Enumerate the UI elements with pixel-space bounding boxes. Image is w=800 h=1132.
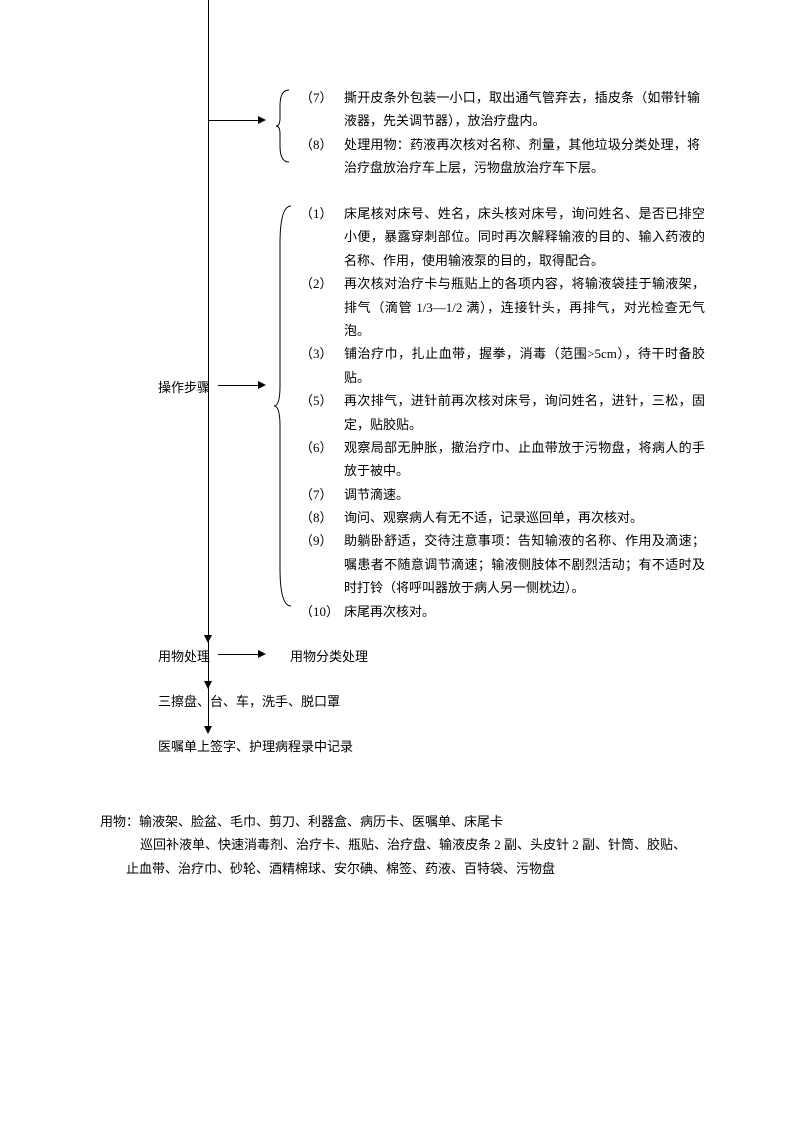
- arrow-line-step3: [218, 654, 258, 655]
- group2-block: （1）床尾核对床号、姓名，床头核对床号，询问姓名、是否已排空小便，暴露穿刺部位。…: [300, 202, 705, 623]
- group2-item: （6）观察局部无肿胀，撤治疗巾、止血带放于污物盘，将病人的手放于被中。: [300, 436, 705, 483]
- item-number: （3）: [300, 342, 344, 389]
- supplies-line3: 止血带、治疗巾、砂轮、酒精棉球、安尔碘、棉签、药液、百特袋、污物盘: [126, 861, 555, 876]
- item-number: （9）: [300, 529, 344, 599]
- group2-item: （9）助躺卧舒适，交待注意事项：告知输液的名称、作用及滴速；嘱患者不随意调节滴速…: [300, 529, 705, 599]
- item-text: 处理用物：药液再次核对名称、剂量，其他垃圾分类处理，将治疗盘放治疗车上层，污物盘…: [344, 133, 700, 180]
- item-number: （8）: [300, 133, 344, 180]
- item-text: 再次排气，进针前再次核对床号，询问姓名，进针，三松，固定，贴胶贴。: [344, 389, 705, 436]
- item-number: （7）: [300, 86, 344, 133]
- item-number: （1）: [300, 202, 344, 272]
- arrow-line-group1: [208, 120, 258, 121]
- group2-item: （8）询问、观察病人有无不适，记录巡回单，再次核对。: [300, 506, 705, 529]
- item-text: 撕开皮条外包装一小口，取出通气管弃去，插皮条（如带针输液器，先关调节器），放治疗…: [344, 86, 700, 133]
- item-text: 询问、观察病人有无不适，记录巡回单，再次核对。: [344, 506, 705, 529]
- brace-group1: [275, 88, 293, 164]
- group2-item: （10）床尾再次核对。: [300, 600, 705, 623]
- group2-item: （7）调节滴速。: [300, 483, 705, 506]
- item-text: 助躺卧舒适，交待注意事项：告知输液的名称、作用及滴速；嘱患者不随意调节滴速；输液…: [344, 529, 705, 599]
- group2-label: 操作步骤: [158, 376, 210, 399]
- step3-label: 用物处理: [158, 645, 210, 668]
- item-text: 调节滴速。: [344, 483, 705, 506]
- item-text: 再次核对治疗卡与瓶贴上的各项内容，将输液袋挂于输液架，排气（滴管 1/3—1/2…: [344, 272, 705, 342]
- arrow-line-group2: [218, 385, 258, 386]
- group2-item: （3）铺治疗巾，扎止血带，握拳，消毒（范围>5cm），待干时备胶贴。: [300, 342, 705, 389]
- supplies-line2: 巡回补液单、快速消毒剂、治疗卡、瓶贴、治疗盘、输液皮条 2 副、头皮针 2 副、…: [140, 837, 686, 852]
- item-number: （5）: [300, 389, 344, 436]
- item-number: （10）: [300, 600, 344, 623]
- supplies-line1: 输液架、脸盆、毛巾、剪刀、利器盒、病历卡、医嘱单、床尾卡: [139, 814, 503, 829]
- arrow-head-group2: [258, 381, 266, 389]
- group1-item: （7） 撕开皮条外包装一小口，取出通气管弃去，插皮条（如带针输液器，先关调节器）…: [300, 86, 700, 133]
- item-text: 铺治疗巾，扎止血带，握拳，消毒（范围>5cm），待干时备胶贴。: [344, 342, 705, 389]
- step3-text: 用物分类处理: [290, 645, 368, 668]
- item-text: 观察局部无肿胀，撤治疗巾、止血带放于污物盘，将病人的手放于被中。: [344, 436, 705, 483]
- arrow-down-step4: [204, 681, 212, 689]
- item-number: （6）: [300, 436, 344, 483]
- group2-item: （5）再次排气，进针前再次核对床号，询问姓名，进针，三松，固定，贴胶贴。: [300, 389, 705, 436]
- arrow-down-step3: [204, 635, 212, 643]
- arrow-head-group1: [258, 116, 266, 124]
- arrow-head-step3: [258, 650, 266, 658]
- flowchart-page: （7） 撕开皮条外包装一小口，取出通气管弃去，插皮条（如带针输液器，先关调节器）…: [0, 0, 800, 1132]
- group1-item: （8） 处理用物：药液再次核对名称、剂量，其他垃圾分类处理，将治疗盘放治疗车上层…: [300, 133, 700, 180]
- trunk-line: [208, 0, 209, 725]
- arrow-down-step5: [204, 726, 212, 734]
- item-number: （8）: [300, 506, 344, 529]
- item-number: （7）: [300, 483, 344, 506]
- brace-group2: [273, 204, 295, 608]
- item-text: 床尾核对床号、姓名，床头核对床号，询问姓名、是否已排空小便，暴露穿刺部位。同时再…: [344, 202, 705, 272]
- item-number: （2）: [300, 272, 344, 342]
- supplies-label: 用物：: [100, 814, 139, 829]
- step4-text: 三擦盘、台、车，洗手、脱口罩: [158, 690, 340, 713]
- group2-item: （1）床尾核对床号、姓名，床头核对床号，询问姓名、是否已排空小便，暴露穿刺部位。…: [300, 202, 705, 272]
- group1-block: （7） 撕开皮条外包装一小口，取出通气管弃去，插皮条（如带针输液器，先关调节器）…: [300, 86, 700, 180]
- supplies-block: 用物：输液架、脸盆、毛巾、剪刀、利器盒、病历卡、医嘱单、床尾卡 巡回补液单、快速…: [100, 810, 720, 880]
- group2-item: （2）再次核对治疗卡与瓶贴上的各项内容，将输液袋挂于输液架，排气（滴管 1/3—…: [300, 272, 705, 342]
- item-text: 床尾再次核对。: [344, 600, 705, 623]
- step5-text: 医嘱单上签字、护理病程录中记录: [158, 735, 353, 758]
